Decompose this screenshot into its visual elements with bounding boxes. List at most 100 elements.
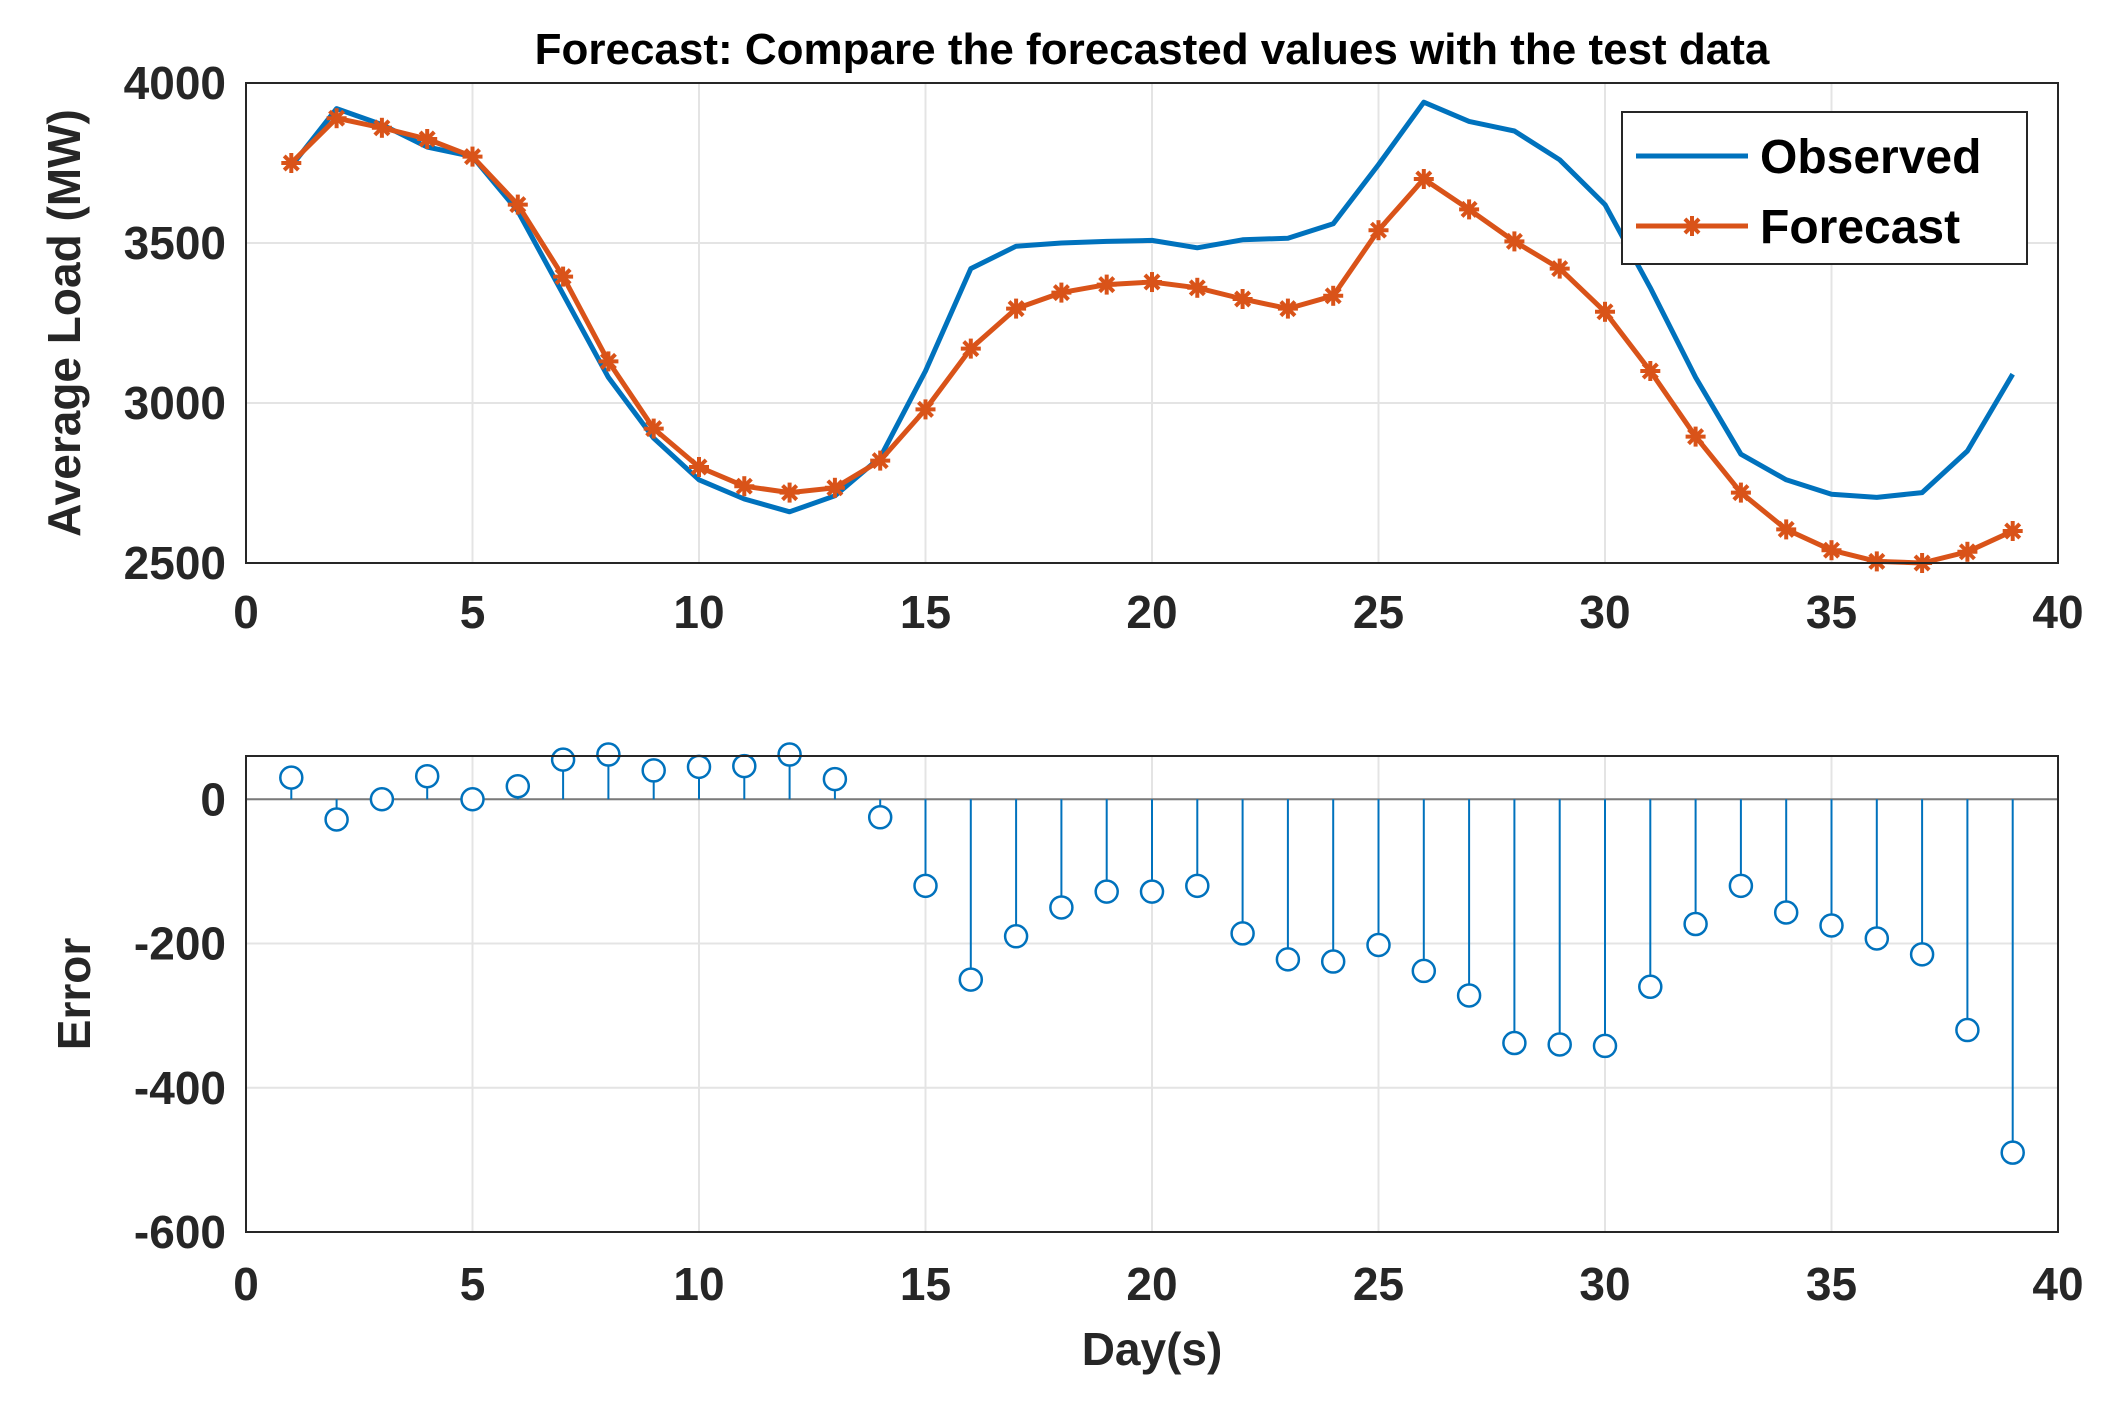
- forecast-point: [1685, 426, 1706, 447]
- bottom-x-tick-label: 10: [673, 1258, 724, 1310]
- error-point: [1275, 947, 1301, 972]
- error-stem: [1547, 799, 1572, 1057]
- forecast-point: [1368, 220, 1389, 241]
- bottom-x-tick-label: 0: [233, 1258, 259, 1310]
- error-point: [777, 742, 802, 767]
- error-point: [1094, 879, 1119, 904]
- error-point: [1502, 1030, 1527, 1056]
- error-stem: [1456, 799, 1482, 1008]
- error-stem: [1411, 799, 1437, 984]
- error-point: [1547, 1032, 1572, 1057]
- forecast-point-stroke: [1732, 484, 1750, 502]
- forecast-point: [507, 194, 528, 215]
- error-point: [1366, 932, 1391, 958]
- forecast-point-stroke: [917, 400, 934, 418]
- chart-title: Forecast: Compare the forecasted values …: [535, 25, 1770, 74]
- legend-label-observed: Observed: [1760, 131, 1981, 184]
- top-x-tick-label: 20: [1126, 586, 1177, 638]
- legend-marker-forecast: [1682, 216, 1702, 236]
- forecast-point: [1821, 540, 1842, 561]
- bottom-chart-panel: 0 5 10 15 20 25 30 35 40 -600 -400 -200 0 Day(s) Er…: [48, 742, 2084, 1375]
- legend-label-forecast: Forecast: [1760, 201, 1960, 254]
- forecast-point: [1142, 272, 1162, 293]
- forecast-point-stroke: [1551, 260, 1569, 278]
- forecast-point: [1096, 274, 1117, 295]
- error-point: [596, 742, 621, 767]
- error-point: [1638, 974, 1663, 1000]
- error-stem: [641, 758, 666, 800]
- forecast-point: [824, 477, 845, 498]
- error-stem: [1728, 799, 1754, 899]
- forecast-point: [1640, 361, 1661, 381]
- bottom-x-tick-label: 25: [1353, 1258, 1404, 1310]
- forecast-point-stroke: [1868, 552, 1886, 570]
- error-point: [279, 765, 304, 790]
- top-y-tick-label: 4000: [124, 57, 226, 109]
- error-stem: [777, 742, 802, 800]
- error-stem: [1773, 799, 1799, 925]
- bottom-y-tick-label: -400: [134, 1062, 226, 1114]
- error-point: [1003, 924, 1029, 949]
- forecast-point: [1957, 541, 1978, 562]
- bottom-y-axis-label: Error: [48, 938, 100, 1051]
- forecast-point-stroke: [373, 119, 391, 137]
- top-x-tick-label: 40: [2032, 586, 2083, 638]
- forecast-point: [1730, 482, 1751, 503]
- top-x-tick-label: 15: [900, 586, 951, 638]
- error-point: [1683, 911, 1708, 937]
- error-point: [822, 766, 848, 792]
- forecast-point-stroke: [1279, 300, 1297, 318]
- forecast-point-stroke: [2004, 522, 2022, 540]
- forecast-point-stroke: [1143, 273, 1161, 291]
- top-x-tick-label: 25: [1353, 586, 1404, 638]
- top-x-tick-labels: 0 5 10 15 20 25 30 35 40: [233, 586, 2083, 638]
- error-stem: [958, 799, 984, 992]
- error-point: [958, 967, 984, 992]
- forecast-point-stroke: [418, 130, 436, 148]
- error-point: [1049, 895, 1074, 920]
- error-stem: [550, 747, 576, 800]
- forecast-point-stroke: [464, 148, 481, 166]
- error-stem: [1275, 799, 1301, 972]
- forecast-point-stroke: [871, 452, 889, 470]
- bottom-x-tick-label: 20: [1126, 1258, 1177, 1310]
- bottom-y-tick-label: -200: [134, 918, 226, 970]
- forecast-point: [1504, 231, 1525, 252]
- forecast-point: [1232, 289, 1253, 309]
- top-x-tick-label: 10: [673, 586, 724, 638]
- error-point: [913, 873, 938, 899]
- series-forecast: [281, 108, 2023, 573]
- error-point: [1456, 983, 1482, 1008]
- top-axes-box: [245, 82, 2059, 564]
- error-stem: [822, 766, 848, 800]
- forecast-point: [1187, 277, 1208, 298]
- forecast-point: [598, 351, 619, 372]
- error-stem: [1049, 799, 1074, 920]
- top-series-layer: [281, 99, 2023, 573]
- error-point: [1773, 900, 1799, 925]
- error-point: [1139, 879, 1165, 904]
- forecast-point-stroke: [1505, 232, 1523, 250]
- error-point: [1411, 958, 1437, 984]
- forecast-point: [1006, 298, 1027, 319]
- top-x-tick-label: 35: [1806, 586, 1857, 638]
- error-stem: [1592, 799, 1618, 1059]
- forecast-point-stroke: [509, 196, 527, 214]
- forecast-point: [1595, 301, 1615, 322]
- error-point: [550, 747, 576, 772]
- error-point: [1864, 926, 1890, 951]
- error-stem: [1683, 799, 1708, 937]
- forecast-point: [371, 117, 392, 138]
- bottom-x-tick-label: 5: [460, 1258, 486, 1310]
- error-stem: [2000, 799, 2025, 1165]
- error-stem: [1366, 799, 1391, 958]
- error-stem: [1955, 799, 1980, 1043]
- forecast-point: [281, 153, 302, 173]
- error-stem: [1909, 799, 1935, 967]
- bottom-y-tick-label: -600: [134, 1206, 226, 1258]
- forecast-point-stroke: [962, 340, 980, 358]
- forecast-point: [462, 146, 483, 167]
- bottom-y-tick-label: 0: [200, 773, 226, 825]
- forecast-point-stroke: [554, 268, 572, 286]
- error-stem: [913, 799, 938, 899]
